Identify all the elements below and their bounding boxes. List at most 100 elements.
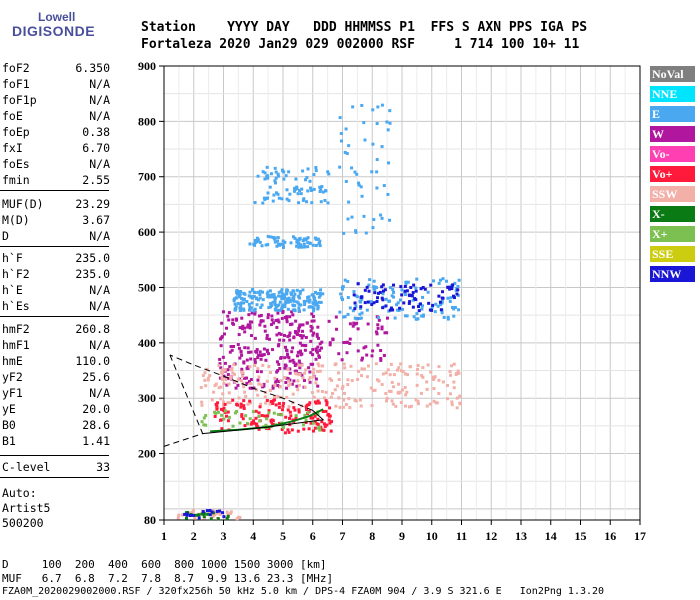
data-point	[330, 378, 334, 382]
data-point	[231, 322, 235, 326]
data-point	[277, 402, 281, 406]
data-point	[335, 384, 339, 388]
data-point	[258, 323, 262, 327]
data-point	[331, 391, 335, 395]
separator-line	[0, 477, 109, 478]
data-point	[227, 382, 231, 386]
separator-line	[0, 316, 109, 317]
param-value: 235.0	[75, 251, 110, 265]
data-point	[272, 237, 276, 241]
data-point	[416, 399, 420, 403]
data-point	[273, 179, 277, 183]
data-point	[273, 181, 277, 185]
data-point	[270, 295, 274, 299]
data-point	[183, 512, 187, 516]
data-point	[245, 366, 249, 370]
data-point	[439, 303, 443, 307]
data-point	[441, 380, 445, 384]
data-point	[276, 172, 280, 176]
data-point	[309, 362, 313, 366]
data-point	[202, 512, 206, 516]
param-name: MUF(D)	[2, 197, 44, 211]
data-point	[358, 316, 362, 320]
data-point	[272, 193, 276, 197]
data-point	[388, 121, 392, 125]
data-point	[338, 165, 342, 169]
data-point	[277, 343, 281, 347]
data-point	[356, 378, 360, 382]
data-point	[416, 402, 420, 406]
data-point	[236, 292, 240, 296]
param-name: h`F2	[2, 267, 30, 281]
data-point	[343, 278, 347, 282]
data-point	[271, 422, 275, 426]
data-point	[339, 292, 343, 296]
data-point	[291, 392, 295, 396]
param-name: h`F	[2, 251, 23, 265]
data-point	[308, 305, 312, 309]
data-point	[265, 348, 269, 352]
data-point	[262, 353, 266, 357]
data-point	[260, 383, 264, 387]
data-point	[350, 166, 354, 170]
data-point	[229, 377, 233, 381]
data-point	[353, 322, 357, 326]
x-tick-label: 5	[280, 529, 286, 543]
data-point	[371, 349, 375, 353]
data-point	[312, 375, 316, 379]
data-point	[371, 226, 375, 230]
data-point	[348, 342, 352, 346]
data-point	[392, 385, 396, 389]
data-point	[253, 357, 257, 361]
data-point	[285, 317, 289, 321]
data-point	[342, 315, 346, 319]
data-point	[266, 243, 270, 247]
logo-text-digisonde: DIGISONDE	[12, 23, 96, 39]
data-point	[231, 371, 235, 375]
data-point	[309, 351, 313, 355]
data-point	[269, 399, 273, 403]
data-point	[354, 229, 358, 233]
data-point	[236, 403, 240, 407]
data-point	[316, 399, 320, 403]
data-point	[301, 376, 305, 380]
data-point	[302, 378, 306, 382]
data-point	[230, 348, 234, 352]
data-point	[316, 362, 320, 366]
data-point	[324, 409, 328, 413]
data-point	[326, 413, 330, 417]
data-point	[318, 293, 322, 297]
data-point	[271, 300, 275, 304]
data-point	[281, 426, 285, 430]
data-point	[388, 308, 392, 312]
data-point	[328, 343, 332, 347]
data-point	[343, 150, 347, 154]
data-point	[288, 416, 292, 420]
data-point	[261, 298, 265, 302]
data-point	[280, 288, 284, 292]
data-point	[308, 376, 312, 380]
data-point	[404, 404, 408, 408]
x-tick-label: 3	[221, 529, 227, 543]
data-point	[433, 375, 437, 379]
profile-line-dashed	[169, 354, 313, 411]
param-value: 25.6	[82, 370, 110, 384]
data-point	[241, 374, 245, 378]
data-point	[376, 326, 380, 330]
data-point	[364, 231, 368, 235]
data-point	[226, 401, 230, 405]
data-point	[355, 172, 359, 176]
data-point	[269, 420, 273, 424]
data-point	[216, 406, 220, 410]
data-point	[256, 378, 260, 382]
data-point	[363, 138, 367, 142]
data-point	[221, 355, 225, 359]
param-name: foEs	[2, 157, 30, 171]
data-point	[300, 187, 304, 191]
data-point	[438, 300, 442, 304]
data-point	[248, 325, 252, 329]
data-point	[403, 372, 407, 376]
data-point	[238, 291, 242, 295]
data-point	[364, 345, 368, 349]
data-point	[363, 288, 367, 292]
